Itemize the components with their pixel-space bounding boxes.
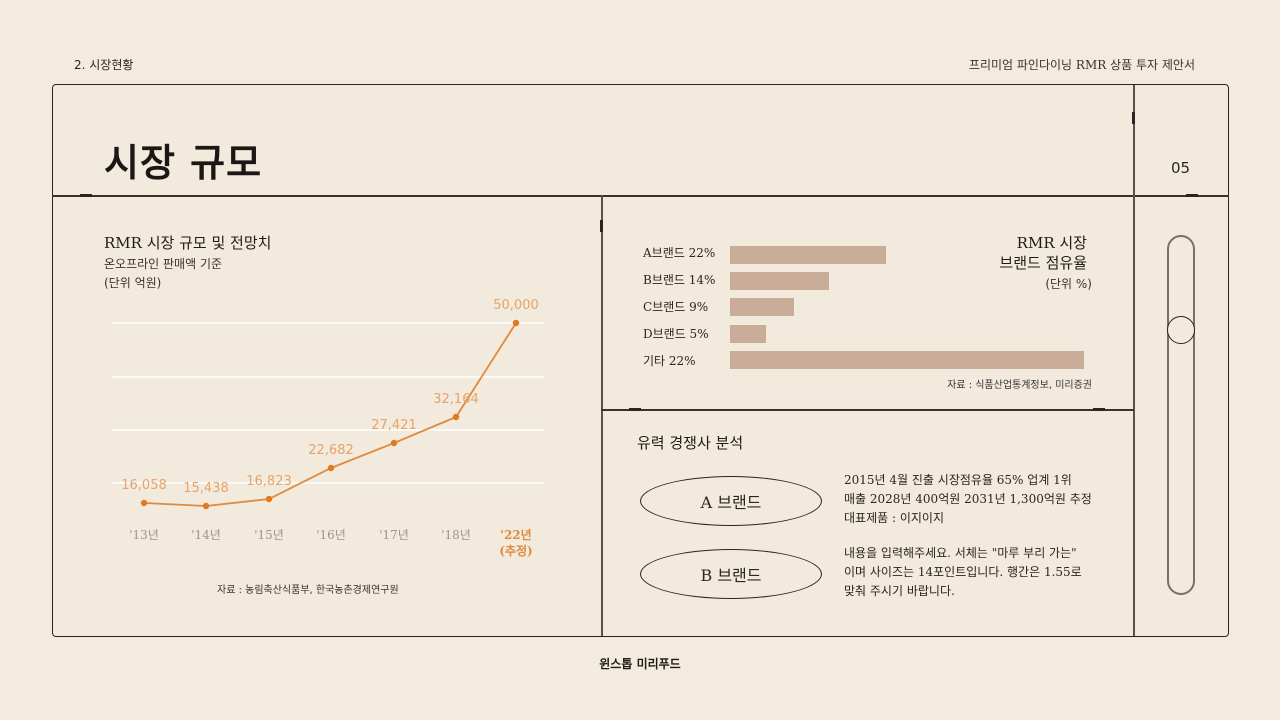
desc-line: 내용을 입력해주세요. 서체는 "마루 부리 가는" <box>844 546 1077 560</box>
x-axis-label: '15년 <box>254 528 284 542</box>
x-axis-label: '16년 <box>316 528 346 542</box>
document-title: 프리미엄 파인다이닝 RMR 상품 투자 제안서 <box>968 58 1195 72</box>
data-label: 27,421 <box>371 418 417 433</box>
market-chart-title: RMR 시장 규모 및 전망치 <box>104 234 272 252</box>
vertical-slider-track[interactable] <box>1167 235 1195 595</box>
share-chart-unit: (단위 %) <box>1045 277 1092 291</box>
tick-accent <box>600 220 603 232</box>
right-panel-divider <box>601 409 1134 411</box>
x-axis-label: '18년 <box>441 528 471 542</box>
x-axis-label: '14년 <box>191 528 221 542</box>
data-label: 32,164 <box>433 392 479 407</box>
x-axis-label: '13년 <box>129 528 159 542</box>
bar-d <box>730 325 766 343</box>
data-label: 22,682 <box>308 443 354 458</box>
data-label: 16,823 <box>246 474 292 489</box>
bar-c <box>730 298 794 316</box>
desc-line: 2015년 4월 진출 시장점유율 65% 업계 1위 <box>844 473 1072 487</box>
data-point <box>452 413 460 421</box>
data-point <box>390 439 398 447</box>
desc-line: 이며 사이즈는 14포인트입니다. 행간은 1.55로 <box>844 565 1082 579</box>
competitor-b-desc: 내용을 입력해주세요. 서체는 "마루 부리 가는" 이며 사이즈는 14포인트… <box>844 544 1104 601</box>
share-chart-title-line2: 브랜드 점유율 <box>999 254 1087 272</box>
competitor-a-badge: A 브랜드 <box>640 476 822 526</box>
bar-label-other: 기타 22% <box>643 354 696 368</box>
title-divider <box>52 195 1229 197</box>
tick-accent <box>629 408 641 411</box>
competitor-b-badge: B 브랜드 <box>640 549 822 599</box>
bar-label-b: B브랜드 14% <box>643 273 716 287</box>
market-chart-source: 자료 : 농림축산식품부, 한국농촌경제연구원 <box>217 585 399 596</box>
competitor-a-desc: 2015년 4월 진출 시장점유율 65% 업계 1위 매출 2028년 400… <box>844 471 1104 528</box>
market-chart-subtitle: 온오프라인 판매액 기준 <box>104 257 223 271</box>
x-axis-label: '17년 <box>379 528 409 542</box>
vertical-slider-knob[interactable] <box>1167 316 1195 344</box>
data-point <box>265 495 273 503</box>
desc-line: 대표제품 : 이지이지 <box>844 511 944 525</box>
tick-accent <box>1132 112 1135 124</box>
column-divider <box>601 195 603 636</box>
market-line-chart: 16,058 15,438 16,823 22,682 27,421 32,164 50,0… <box>112 298 544 558</box>
data-label: 15,438 <box>183 481 229 496</box>
bar-label-d: D브랜드 5% <box>643 327 709 341</box>
bar-label-c: C브랜드 9% <box>643 300 709 314</box>
bar-b <box>730 272 829 290</box>
data-point <box>327 464 335 472</box>
footer-brand: 윈스톱 미리푸드 <box>599 657 681 671</box>
data-label: 16,058 <box>121 478 167 493</box>
page-number: 05 <box>1171 159 1191 177</box>
desc-line: 매출 2028년 400억원 2031년 1,300억원 추정 <box>844 492 1092 506</box>
tick-accent <box>80 194 92 197</box>
share-chart-title-line1: RMR 시장 <box>1016 234 1087 252</box>
data-point <box>202 502 210 510</box>
competitor-a-name: A 브랜드 <box>700 493 762 512</box>
market-chart-unit: (단위 억원) <box>104 276 162 290</box>
competitor-b-name: B 브랜드 <box>700 566 762 585</box>
bar-a <box>730 246 886 264</box>
desc-line: 맞춰 주시기 바랍니다. <box>844 584 955 598</box>
bar-other <box>730 351 1084 369</box>
bar-label-a: A브랜드 22% <box>643 246 716 260</box>
tick-accent <box>1186 194 1198 197</box>
data-point <box>512 319 520 327</box>
data-label: 50,000 <box>493 298 539 313</box>
section-label: 2. 시장현황 <box>74 58 134 72</box>
x-axis-label: '22년 <box>500 528 531 542</box>
page-title: 시장 규모 <box>104 141 263 185</box>
x-axis-label: (추정) <box>499 543 532 558</box>
share-chart-source: 자료 : 식품산업통계정보, 미리증권 <box>947 380 1092 391</box>
competitors-title: 유력 경쟁사 분석 <box>637 434 744 452</box>
chart-gridlines <box>112 322 544 484</box>
sidebar-divider <box>1133 85 1135 636</box>
data-point <box>140 499 148 507</box>
tick-accent <box>1093 408 1105 411</box>
